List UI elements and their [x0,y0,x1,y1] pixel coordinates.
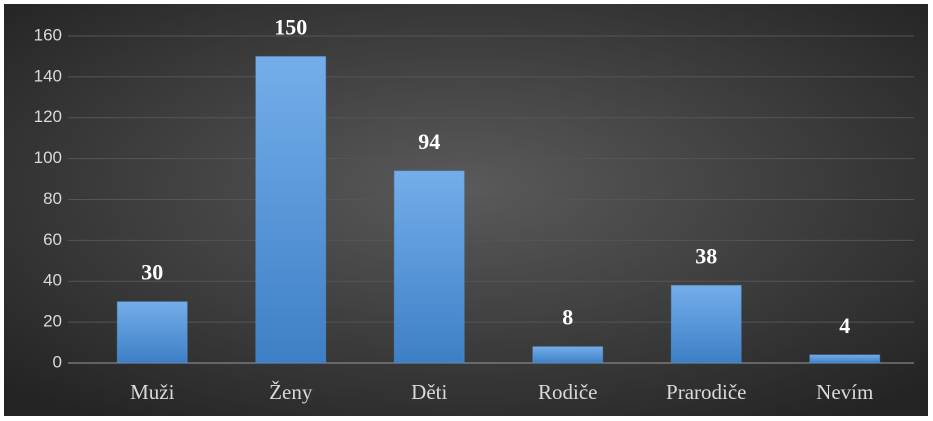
data-label: 150 [274,14,307,39]
x-tick-label: Děti [411,380,447,404]
y-tick-label: 20 [43,312,62,331]
x-tick-label: Ženy [269,380,313,404]
y-tick-label: 100 [34,148,62,167]
data-label: 8 [562,305,573,330]
y-tick-label: 40 [43,271,62,290]
y-tick-label: 80 [43,189,62,208]
bar [670,284,742,364]
y-tick-label: 140 [34,66,62,85]
data-label: 38 [695,243,717,268]
bar [532,346,604,364]
data-label: 30 [141,260,163,285]
bar [255,55,327,364]
y-tick-label: 160 [34,25,62,44]
x-tick-label: Prarodiče [666,380,746,404]
y-tick-label: 0 [53,352,62,371]
data-label: 4 [839,313,850,338]
x-tick-label: Rodiče [538,380,597,404]
bar [393,170,465,364]
y-tick-label: 60 [43,230,62,249]
data-label: 94 [418,129,440,154]
x-tick-label: Muži [130,380,174,404]
y-tick-label: 120 [34,107,62,126]
bar [809,354,881,364]
bar [116,301,188,364]
x-tick-label: Nevím [816,380,873,404]
